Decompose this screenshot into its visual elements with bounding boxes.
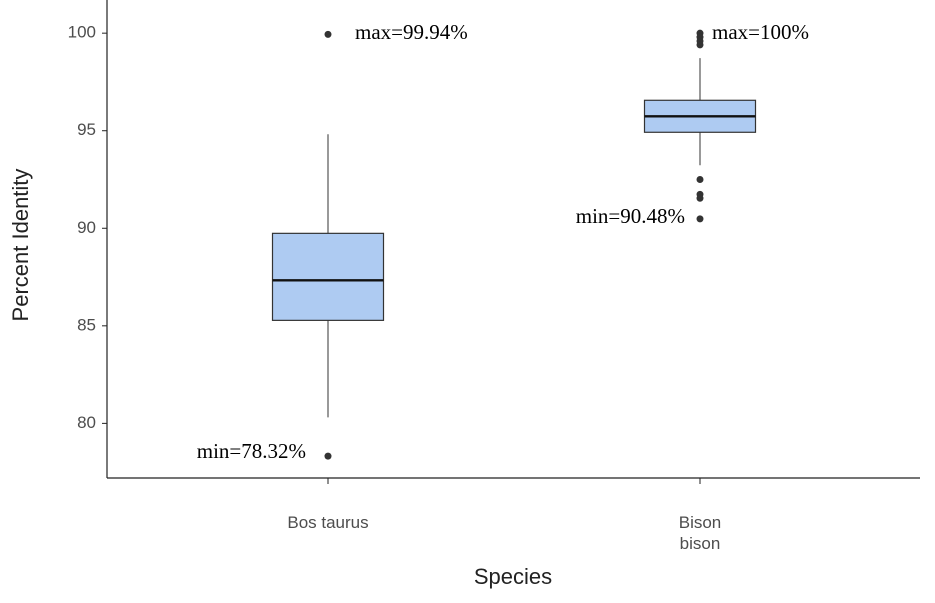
annotation: min=90.48% (576, 204, 685, 228)
outlier (324, 30, 332, 38)
outlier (696, 194, 704, 202)
y-tick-label: 95 (77, 120, 96, 139)
x-tick-label: Bison bison (678, 513, 722, 553)
box (271, 232, 385, 321)
y-tick-label: 90 (77, 218, 96, 237)
x-axis-title: Species (474, 564, 552, 589)
annotation: max=100% (712, 20, 809, 44)
outlier (696, 215, 704, 223)
outlier (696, 41, 704, 49)
y-tick-label: 80 (77, 413, 96, 432)
y-tick-label: 85 (77, 315, 96, 334)
y-tick-label: 100 (68, 23, 96, 42)
annotation: max=99.94% (355, 20, 468, 44)
outlier (696, 175, 704, 183)
annotation: min=78.32% (197, 439, 306, 463)
x-tick-label: Bos taurus (287, 513, 369, 532)
y-axis-title: Percent Identity (8, 169, 33, 322)
outlier (324, 452, 332, 460)
